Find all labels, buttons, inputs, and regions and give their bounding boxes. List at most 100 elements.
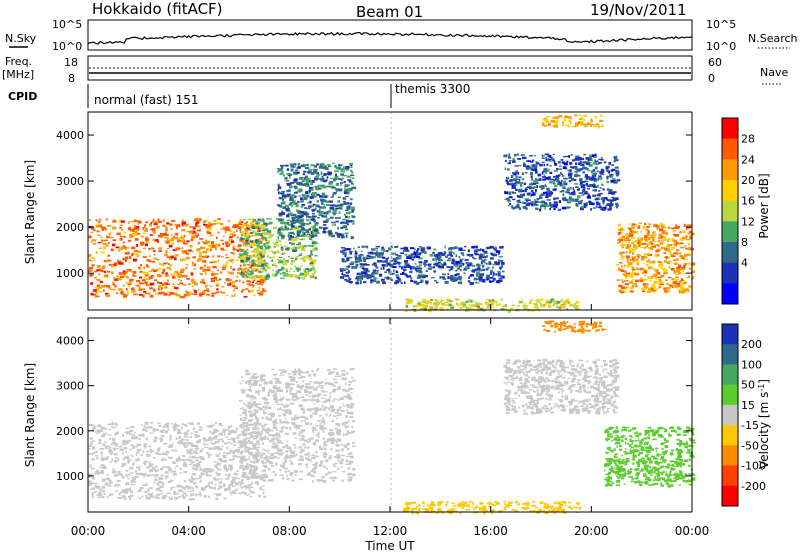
range-gate-cell (552, 153, 555, 155)
range-gate-cell (130, 480, 136, 483)
range-gate-cell (183, 459, 186, 462)
range-gate-cell (206, 230, 210, 233)
range-gate-cell (256, 255, 259, 259)
range-gate-cell (533, 302, 538, 306)
range-gate-cell (184, 442, 189, 444)
range-gate-cell (579, 207, 584, 210)
range-gate-cell (501, 265, 504, 268)
range-gate-cell (419, 252, 422, 254)
range-gate-cell (132, 273, 135, 277)
range-gate-cell (207, 232, 212, 235)
range-gate-cell (562, 197, 567, 200)
range-gate-cell (271, 259, 274, 262)
range-gate-cell (610, 201, 612, 204)
range-gate-cell (579, 158, 583, 161)
range-gate-cell (415, 270, 420, 273)
range-gate-cell (424, 260, 427, 263)
range-gate-cell (186, 240, 190, 243)
range-gate-cell (149, 287, 153, 290)
range-gate-cell (172, 492, 177, 495)
range-gate-cell (416, 250, 419, 253)
range-gate-cell (128, 433, 132, 435)
range-gate-cell (301, 204, 306, 206)
range-gate-cell (244, 448, 247, 450)
range-gate-cell (125, 482, 130, 486)
range-gate-cell (224, 265, 227, 268)
range-gate-cell (338, 164, 343, 166)
range-gate-cell (213, 276, 217, 280)
range-gate-cell (170, 480, 174, 482)
range-gate-cell (202, 270, 207, 273)
range-gate-cell (539, 195, 542, 198)
range-gate-cell (610, 199, 614, 202)
range-gate-cell (290, 204, 293, 207)
range-gate-cell (678, 288, 683, 292)
range-gate-cell (287, 212, 293, 215)
range-gate-cell (621, 242, 624, 245)
range-gate-cell (309, 186, 314, 190)
range-gate-cell (184, 445, 187, 448)
range-gate-cell (313, 168, 318, 172)
range-gate-cell (176, 273, 179, 276)
range-gate-cell (457, 267, 460, 270)
range-gate-cell (530, 168, 535, 171)
range-gate-cell (408, 254, 410, 258)
range-gate-cell (95, 292, 99, 294)
range-gate-cell (146, 466, 151, 469)
range-gate-cell (192, 461, 195, 463)
range-gate-cell (225, 227, 229, 231)
range-gate-cell (248, 229, 252, 232)
range-gate-cell (655, 249, 659, 253)
range-gate-cell (644, 237, 648, 241)
range-gate-cell (108, 479, 112, 483)
range-gate-cell (236, 473, 239, 476)
range-gate-cell (98, 291, 103, 293)
range-gate-cell (678, 281, 682, 284)
range-gate-cell (588, 184, 592, 188)
range-gate-cell (524, 188, 528, 190)
range-gate-cell (683, 282, 687, 284)
range-gate-cell (93, 425, 97, 427)
range-gate-cell (97, 234, 101, 236)
range-gate-cell (281, 194, 287, 198)
range-gate-cell (193, 468, 198, 470)
range-gate-cell (112, 441, 117, 445)
range-gate-cell (342, 225, 348, 229)
range-gate-cell (299, 229, 302, 232)
range-gate-cell (685, 238, 690, 241)
range-gate-cell (233, 472, 237, 475)
range-gate-cell (241, 491, 245, 494)
range-gate-cell (100, 426, 106, 430)
freq-left-tick-bottom: 8 (68, 72, 75, 85)
range-gate-cell (428, 265, 431, 267)
range-gate-cell (640, 240, 643, 242)
range-gate-cell (149, 432, 154, 434)
range-gate-cell (167, 279, 169, 282)
range-gate-cell (427, 263, 432, 266)
range-gate-cell (249, 486, 254, 488)
range-gate-cell (260, 247, 263, 250)
range-gate-cell (173, 490, 176, 494)
range-gate-cell (329, 216, 334, 219)
range-gate-cell (590, 120, 594, 123)
range-gate-cell (390, 252, 394, 255)
range-gate-cell (120, 235, 123, 238)
range-gate-cell (258, 270, 261, 274)
range-gate-cell (472, 256, 475, 259)
range-gate-cell (115, 456, 118, 459)
range-gate-cell (311, 180, 315, 183)
range-gate-cell (455, 269, 458, 272)
range-gate-cell (438, 266, 442, 269)
range-gate-cell (538, 178, 542, 181)
range-gate-cell (541, 171, 544, 175)
range-gate-cell (461, 301, 466, 304)
range-gate-cell (259, 488, 262, 491)
range-gate-cell (687, 262, 691, 266)
range-gate-cell (309, 226, 314, 229)
range-gate-cell (677, 264, 682, 268)
range-gate-cell (217, 231, 220, 234)
range-gate-cell (88, 254, 91, 258)
range-gate-cell (368, 275, 372, 279)
range-gate-cell (590, 176, 594, 179)
range-gate-cell (286, 183, 291, 186)
